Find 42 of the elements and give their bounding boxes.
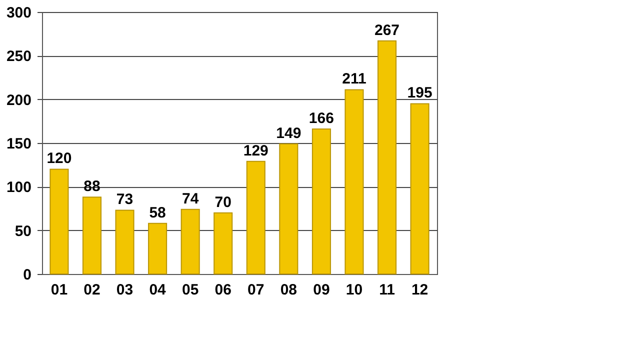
y-tick-label: 50 — [14, 222, 32, 240]
data-label: 211 — [342, 70, 366, 88]
bar — [214, 212, 233, 274]
x-tick-label: 05 — [182, 282, 199, 298]
y-tick-label: 200 — [6, 92, 32, 109]
bar — [180, 208, 200, 274]
data-label: 58 — [149, 204, 166, 222]
data-label: 195 — [407, 84, 432, 102]
x-tick-label: 04 — [149, 282, 167, 298]
x-tick-label: 12 — [411, 282, 428, 298]
y-tick-label: 150 — [6, 136, 32, 152]
x-tick-label: 01 — [50, 282, 68, 298]
bar — [246, 160, 266, 274]
bar — [279, 143, 298, 274]
x-tick-label: 11 — [379, 282, 395, 298]
bar — [148, 222, 168, 274]
x-tick-label: 07 — [248, 282, 264, 298]
y-tick-label: 0 — [23, 266, 32, 284]
x-tick-label: 06 — [214, 282, 232, 298]
x-tick-label: 08 — [280, 282, 298, 298]
y-tick-label: 250 — [6, 48, 32, 66]
data-label: 70 — [214, 194, 232, 211]
bar — [82, 196, 102, 274]
bar — [312, 128, 331, 274]
data-label: 166 — [308, 110, 334, 128]
data-label: 74 — [182, 190, 200, 208]
bar — [50, 168, 69, 274]
data-label: 267 — [374, 22, 400, 39]
data-label: 73 — [116, 191, 134, 208]
x-tick-label: 09 — [313, 282, 330, 298]
x-tick-label: 03 — [116, 282, 134, 298]
bar — [377, 40, 397, 274]
x-tick-label: 10 — [346, 282, 363, 298]
data-label: 120 — [46, 150, 72, 168]
y-tick-label: 100 — [6, 179, 32, 196]
x-tick-label: 02 — [84, 282, 100, 298]
bar — [115, 210, 134, 274]
bar — [410, 103, 430, 274]
data-label: 149 — [276, 124, 302, 142]
y-tick-label: 300 — [6, 4, 32, 22]
data-label: 129 — [243, 142, 268, 160]
bar — [344, 89, 364, 274]
